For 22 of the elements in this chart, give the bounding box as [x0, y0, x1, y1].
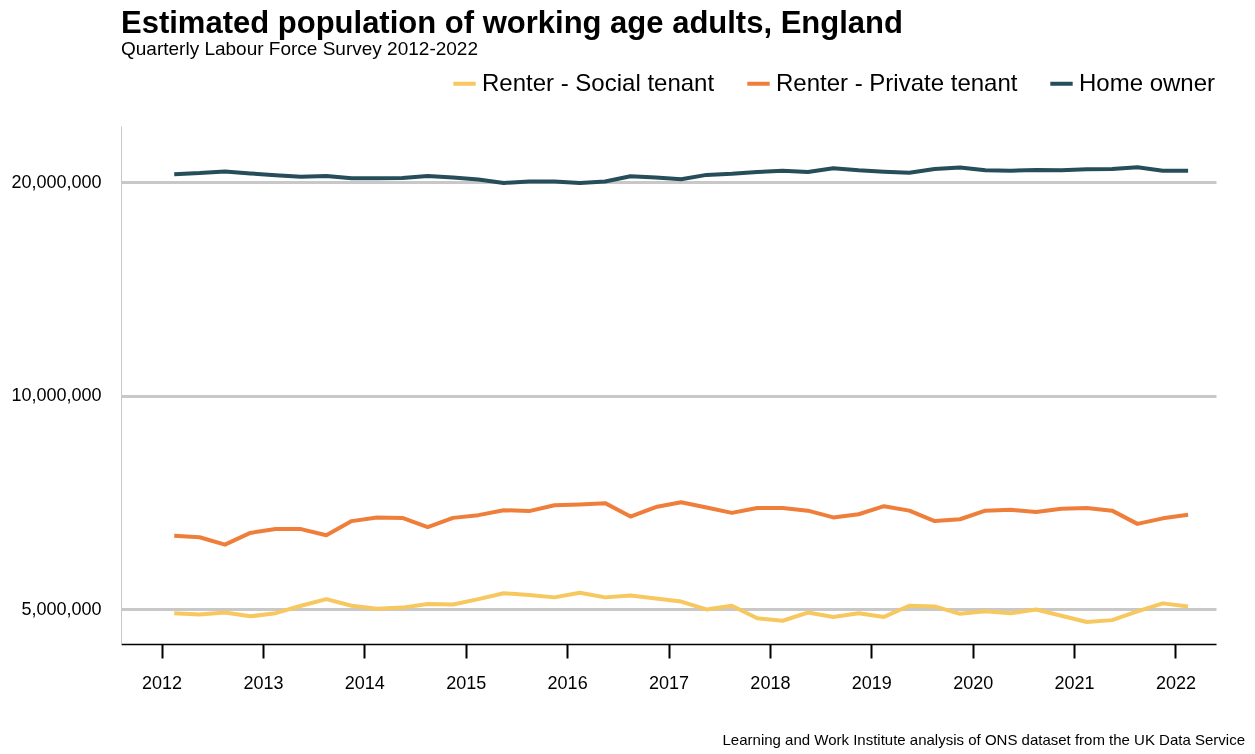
line-series — [172, 165, 1191, 185]
x-tick-label: 2018 — [750, 672, 791, 693]
chart-title: Estimated population of working age adults, England — [121, 5, 903, 40]
line-series — [172, 500, 1191, 547]
x-tick-label: 2019 — [851, 672, 892, 693]
x-tick-label: 2020 — [953, 672, 994, 693]
y-tick-label: 5,000,000 — [21, 598, 102, 619]
legend-label: Renter - Social tenant — [482, 68, 715, 96]
x-tick-label: 2016 — [547, 672, 588, 693]
x-tick-label: 2022 — [1155, 672, 1196, 693]
legend-label: Home owner — [1079, 68, 1216, 96]
y-tick-label: 20,000,000 — [11, 171, 102, 192]
y-tick-label: 10,000,000 — [11, 385, 102, 406]
x-tick-label: 2013 — [243, 672, 284, 693]
x-tick-label: 2017 — [648, 672, 690, 693]
x-tick-label: 2014 — [344, 672, 385, 693]
x-tick-label: 2012 — [142, 672, 183, 693]
x-tick-label: 2021 — [1054, 672, 1095, 693]
legend-label: Renter - Private tenant — [776, 68, 1018, 96]
text: Learning and Work Institute analysis of ONS dataset from the UK Data Service — [722, 731, 1245, 748]
x-tick-label: 2015 — [446, 672, 487, 693]
line-series — [172, 590, 1191, 625]
